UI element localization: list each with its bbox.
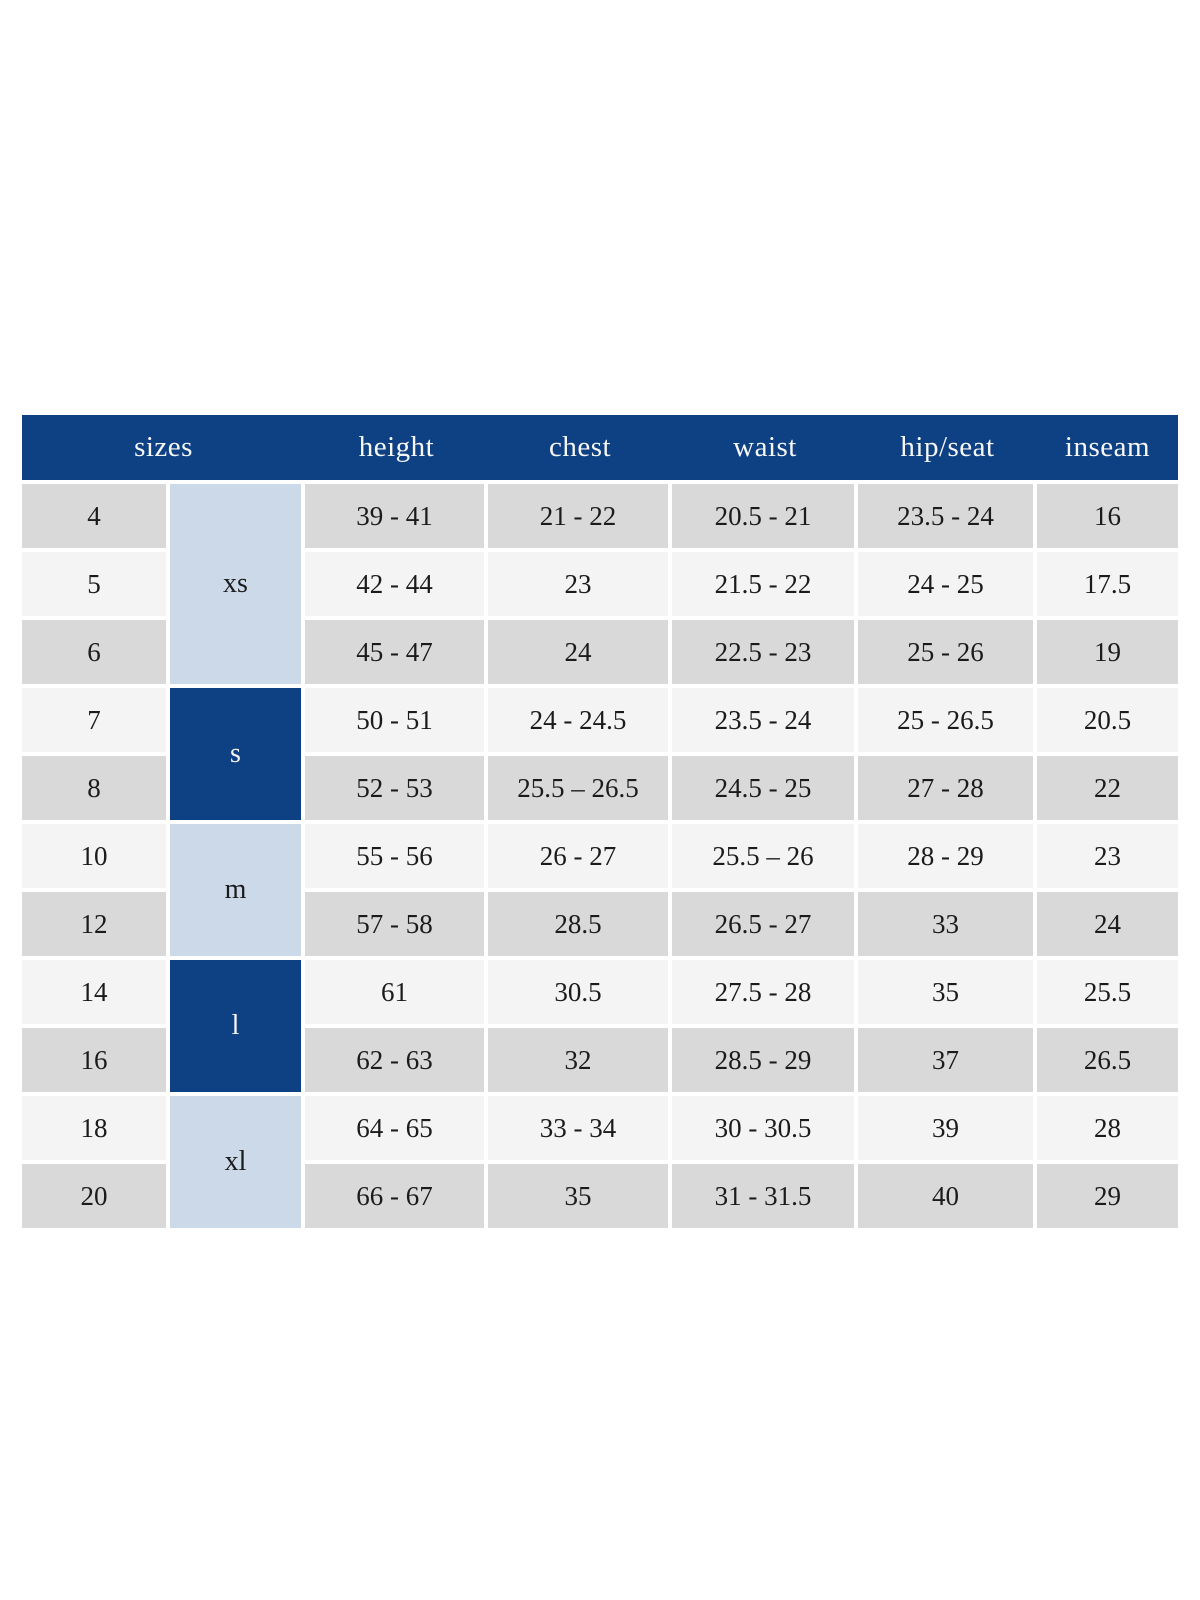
hip-seat-cell: 24 - 25: [858, 548, 1037, 616]
waist-cell: 25.5 – 26: [672, 820, 858, 888]
column-header-hip-seat: hip/seat: [858, 415, 1037, 480]
hip-seat-cell: 23.5 - 24: [858, 480, 1037, 548]
chest-cell: 24 - 24.5: [488, 684, 672, 752]
chest-cell: 24: [488, 616, 672, 684]
chest-cell: 28.5: [488, 888, 672, 956]
column-header-inseam: inseam: [1037, 415, 1178, 480]
waist-cell: 20.5 - 21: [672, 480, 858, 548]
height-cell: 61: [305, 956, 488, 1024]
size-cell: 6: [22, 616, 170, 684]
inseam-cell: 23: [1037, 820, 1178, 888]
height-cell: 50 - 51: [305, 684, 488, 752]
height-cell: 66 - 67: [305, 1160, 488, 1228]
height-cell: 64 - 65: [305, 1092, 488, 1160]
hip-seat-cell: 25 - 26: [858, 616, 1037, 684]
height-cell: 57 - 58: [305, 888, 488, 956]
size-cell: 7: [22, 684, 170, 752]
sizing-table: sizes height chest waist hip/seat inseam…: [22, 415, 1178, 1228]
chest-cell: 35: [488, 1160, 672, 1228]
chest-cell: 33 - 34: [488, 1092, 672, 1160]
waist-cell: 28.5 - 29: [672, 1024, 858, 1092]
hip-seat-cell: 25 - 26.5: [858, 684, 1037, 752]
size-group-s: s: [170, 684, 305, 820]
hip-seat-cell: 39: [858, 1092, 1037, 1160]
inseam-cell: 29: [1037, 1160, 1178, 1228]
size-cell: 18: [22, 1092, 170, 1160]
chest-cell: 23: [488, 548, 672, 616]
size-cell: 20: [22, 1160, 170, 1228]
waist-cell: 31 - 31.5: [672, 1160, 858, 1228]
hip-seat-cell: 27 - 28: [858, 752, 1037, 820]
chest-cell: 32: [488, 1024, 672, 1092]
inseam-cell: 17.5: [1037, 548, 1178, 616]
height-cell: 42 - 44: [305, 548, 488, 616]
waist-cell: 23.5 - 24: [672, 684, 858, 752]
waist-cell: 24.5 - 25: [672, 752, 858, 820]
hip-seat-cell: 33: [858, 888, 1037, 956]
column-header-height: height: [305, 415, 488, 480]
size-cell: 10: [22, 820, 170, 888]
chest-cell: 21 - 22: [488, 480, 672, 548]
inseam-cell: 25.5: [1037, 956, 1178, 1024]
waist-cell: 21.5 - 22: [672, 548, 858, 616]
height-cell: 45 - 47: [305, 616, 488, 684]
waist-cell: 26.5 - 27: [672, 888, 858, 956]
waist-cell: 30 - 30.5: [672, 1092, 858, 1160]
size-cell: 8: [22, 752, 170, 820]
height-cell: 39 - 41: [305, 480, 488, 548]
waist-cell: 22.5 - 23: [672, 616, 858, 684]
chest-cell: 26 - 27: [488, 820, 672, 888]
chest-cell: 25.5 – 26.5: [488, 752, 672, 820]
inseam-cell: 26.5: [1037, 1024, 1178, 1092]
size-cell: 16: [22, 1024, 170, 1092]
inseam-cell: 22: [1037, 752, 1178, 820]
inseam-cell: 16: [1037, 480, 1178, 548]
height-cell: 55 - 56: [305, 820, 488, 888]
hip-seat-cell: 37: [858, 1024, 1037, 1092]
hip-seat-cell: 28 - 29: [858, 820, 1037, 888]
height-cell: 52 - 53: [305, 752, 488, 820]
chest-cell: 30.5: [488, 956, 672, 1024]
size-group-xl: xl: [170, 1092, 305, 1228]
size-cell: 4: [22, 480, 170, 548]
hip-seat-cell: 40: [858, 1160, 1037, 1228]
inseam-cell: 28: [1037, 1092, 1178, 1160]
inseam-cell: 20.5: [1037, 684, 1178, 752]
size-cell: 12: [22, 888, 170, 956]
size-group-m: m: [170, 820, 305, 956]
inseam-cell: 19: [1037, 616, 1178, 684]
column-header-waist: waist: [672, 415, 858, 480]
inseam-cell: 24: [1037, 888, 1178, 956]
waist-cell: 27.5 - 28: [672, 956, 858, 1024]
size-group-l: l: [170, 956, 305, 1092]
height-cell: 62 - 63: [305, 1024, 488, 1092]
hip-seat-cell: 35: [858, 956, 1037, 1024]
size-cell: 5: [22, 548, 170, 616]
size-group-xs: xs: [170, 480, 305, 684]
column-header-chest: chest: [488, 415, 672, 480]
column-header-sizes: sizes: [22, 415, 305, 480]
size-cell: 14: [22, 956, 170, 1024]
